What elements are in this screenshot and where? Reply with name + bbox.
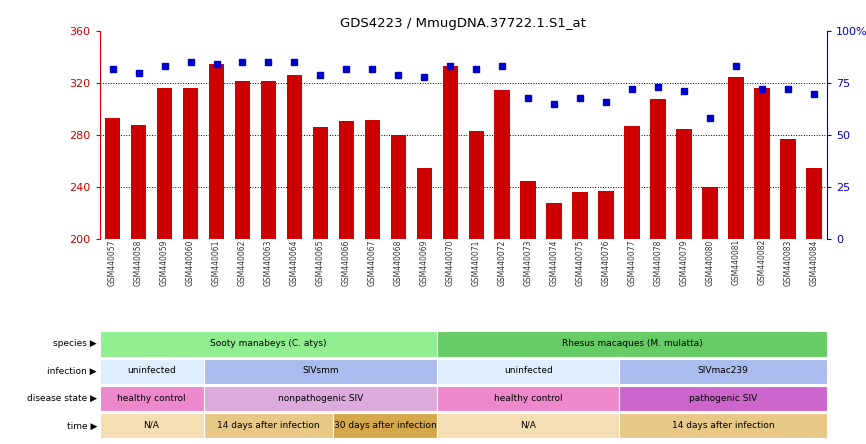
- Bar: [806, 168, 822, 239]
- Text: GSM440072: GSM440072: [498, 239, 507, 285]
- Text: uninfected: uninfected: [504, 366, 553, 375]
- Text: GSM440063: GSM440063: [264, 239, 273, 286]
- Text: GSM440058: GSM440058: [134, 239, 143, 285]
- Bar: [780, 139, 796, 239]
- Bar: [619, 386, 827, 411]
- Text: GSM440064: GSM440064: [290, 239, 299, 286]
- Text: GSM440082: GSM440082: [758, 239, 766, 285]
- Text: uninfected: uninfected: [127, 366, 176, 375]
- Bar: [417, 168, 432, 239]
- Bar: [619, 359, 827, 384]
- Bar: [676, 129, 692, 239]
- Bar: [339, 121, 354, 239]
- Bar: [520, 181, 536, 239]
- Bar: [650, 99, 666, 239]
- Bar: [365, 119, 380, 239]
- Text: GSM440079: GSM440079: [680, 239, 688, 286]
- Text: GSM440059: GSM440059: [160, 239, 169, 286]
- Text: 14 days after infection: 14 days after infection: [672, 421, 774, 430]
- Bar: [443, 66, 458, 239]
- Text: GSM440068: GSM440068: [394, 239, 403, 285]
- Text: GSM440066: GSM440066: [342, 239, 351, 286]
- Bar: [235, 80, 250, 239]
- Text: SIVsmm: SIVsmm: [302, 366, 339, 375]
- Bar: [157, 88, 172, 239]
- Bar: [209, 63, 224, 239]
- Text: GSM440076: GSM440076: [602, 239, 611, 286]
- Text: healthy control: healthy control: [494, 393, 563, 403]
- Bar: [100, 413, 204, 439]
- Bar: [261, 80, 276, 239]
- Bar: [624, 126, 640, 239]
- Text: GSM440060: GSM440060: [186, 239, 195, 286]
- Bar: [619, 413, 827, 439]
- Text: N/A: N/A: [144, 421, 159, 430]
- Text: GSM440062: GSM440062: [238, 239, 247, 285]
- Bar: [333, 413, 437, 439]
- Text: GSM440065: GSM440065: [316, 239, 325, 286]
- Text: SIVmac239: SIVmac239: [698, 366, 748, 375]
- Text: GSM440081: GSM440081: [732, 239, 740, 285]
- Text: GSM440084: GSM440084: [810, 239, 818, 285]
- Text: pathogenic SIV: pathogenic SIV: [689, 393, 757, 403]
- Bar: [702, 187, 718, 239]
- Text: GSM440069: GSM440069: [420, 239, 429, 286]
- Bar: [105, 118, 120, 239]
- Bar: [437, 413, 619, 439]
- Title: GDS4223 / MmugDNA.37722.1.S1_at: GDS4223 / MmugDNA.37722.1.S1_at: [340, 17, 586, 30]
- Bar: [100, 386, 204, 411]
- Bar: [391, 135, 406, 239]
- Text: species ▶: species ▶: [54, 340, 97, 349]
- Bar: [131, 125, 146, 239]
- Bar: [598, 191, 614, 239]
- Text: Rhesus macaques (M. mulatta): Rhesus macaques (M. mulatta): [562, 339, 702, 348]
- Text: GSM440075: GSM440075: [576, 239, 585, 286]
- Text: GSM440077: GSM440077: [628, 239, 637, 286]
- Bar: [100, 359, 204, 384]
- Bar: [437, 386, 619, 411]
- Bar: [204, 386, 437, 411]
- Bar: [754, 88, 770, 239]
- Text: GSM440080: GSM440080: [706, 239, 714, 285]
- Text: GSM440061: GSM440061: [212, 239, 221, 285]
- Bar: [204, 413, 333, 439]
- Text: healthy control: healthy control: [117, 393, 186, 403]
- Bar: [437, 331, 827, 357]
- Bar: [546, 203, 562, 239]
- Bar: [572, 192, 588, 239]
- Bar: [469, 131, 484, 239]
- Text: 30 days after infection: 30 days after infection: [334, 421, 436, 430]
- Bar: [287, 75, 302, 239]
- Text: 14 days after infection: 14 days after infection: [217, 421, 320, 430]
- Text: infection ▶: infection ▶: [48, 367, 97, 376]
- Text: GSM440070: GSM440070: [446, 239, 455, 286]
- Bar: [313, 127, 328, 239]
- Text: GSM440083: GSM440083: [784, 239, 792, 285]
- Text: Sooty manabeys (C. atys): Sooty manabeys (C. atys): [210, 339, 326, 348]
- Text: GSM440074: GSM440074: [550, 239, 559, 286]
- Text: time ▶: time ▶: [67, 421, 97, 430]
- Bar: [494, 90, 510, 239]
- Bar: [728, 77, 744, 239]
- Text: GSM440078: GSM440078: [654, 239, 662, 285]
- Bar: [437, 359, 619, 384]
- Text: GSM440057: GSM440057: [108, 239, 117, 286]
- Text: N/A: N/A: [520, 421, 536, 430]
- Bar: [183, 88, 198, 239]
- Bar: [100, 331, 437, 357]
- Text: disease state ▶: disease state ▶: [27, 394, 97, 403]
- Text: nonpathogenic SIV: nonpathogenic SIV: [278, 393, 363, 403]
- Text: GSM440073: GSM440073: [524, 239, 533, 286]
- Text: GSM440067: GSM440067: [368, 239, 377, 286]
- Text: GSM440071: GSM440071: [472, 239, 481, 285]
- Bar: [204, 359, 437, 384]
